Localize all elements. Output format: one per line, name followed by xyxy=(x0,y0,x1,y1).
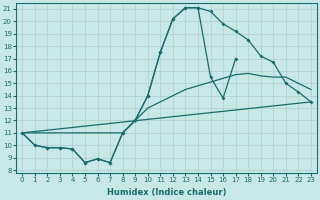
X-axis label: Humidex (Indice chaleur): Humidex (Indice chaleur) xyxy=(107,188,226,197)
